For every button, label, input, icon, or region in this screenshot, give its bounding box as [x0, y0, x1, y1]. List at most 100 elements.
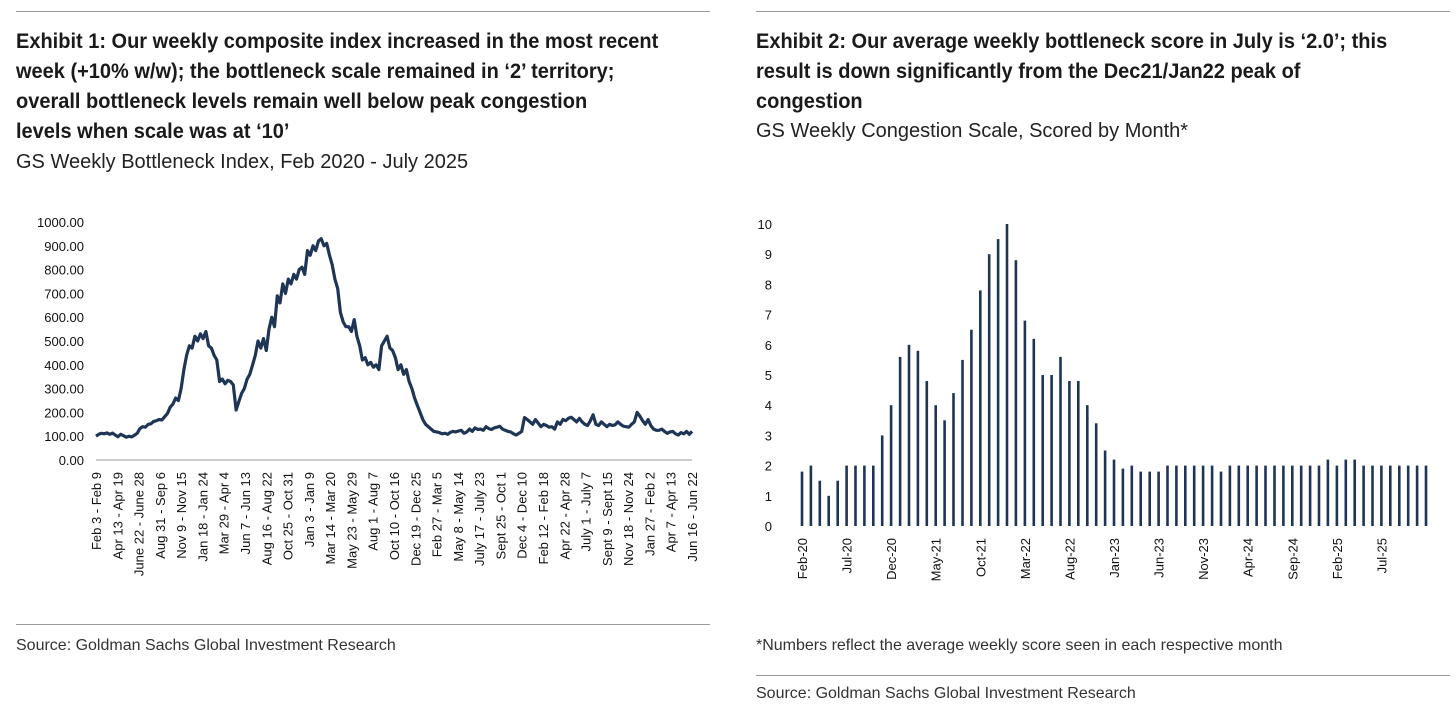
y-tick-label: 400.00: [44, 358, 84, 373]
x-tick-label: Jan 27 - Feb 2: [642, 472, 657, 556]
x-tick-label: Oct-21: [973, 538, 988, 577]
x-tick-label: Aug 31 - Sep 6: [153, 472, 168, 559]
congestion-bar: [943, 420, 946, 526]
x-tick-label: Sept 9 - Sept 15: [600, 472, 615, 566]
y-tick-label: 6: [765, 338, 772, 353]
x-tick-label: Jun 7 - Jun 13: [238, 472, 253, 554]
x-tick-label: Feb 3 - Feb 9: [89, 472, 104, 550]
congestion-bar: [1406, 465, 1410, 526]
exhibit1-title-line: Exhibit 1: Our weekly composite index in…: [16, 29, 659, 53]
exhibit2-footnote: *Numbers reflect the average weekly scor…: [756, 637, 1283, 654]
congestion-bar: [1228, 465, 1232, 526]
y-tick-label: 3: [765, 428, 772, 443]
x-tick-label: May 8 - May 14: [451, 472, 466, 562]
x-tick-label: Jul-25: [1374, 538, 1389, 573]
y-tick-label: 10: [758, 217, 772, 232]
congestion-bar: [979, 290, 982, 526]
x-tick-label: Mar 29 - Apr 4: [217, 472, 232, 554]
congestion-bar: [1219, 471, 1223, 526]
congestion-bar: [845, 465, 848, 526]
x-tick-label: Aug 16 - Aug 22: [259, 472, 274, 565]
x-tick-label: June 22 - June 28: [132, 472, 147, 576]
x-tick-label: July 17 - July 23: [472, 472, 487, 566]
x-tick-label: Jun 16 - Jun 22: [685, 472, 700, 562]
congestion-bar: [1175, 465, 1178, 526]
y-tick-label: 800.00: [44, 263, 84, 278]
bottom-rule: [756, 675, 1450, 676]
congestion-bar: [1335, 465, 1339, 526]
exhibit2-title: Exhibit 2: Our average weekly bottleneck…: [756, 26, 1407, 116]
exhibit1-title: Exhibit 1: Our weekly composite index in…: [16, 26, 667, 146]
congestion-bar: [1014, 260, 1018, 526]
x-tick-label: May 23 - May 29: [344, 472, 359, 569]
congestion-bar: [1424, 465, 1428, 526]
y-tick-label: 2: [765, 459, 772, 474]
index-line: [95, 237, 694, 439]
congestion-bar: [1077, 381, 1080, 526]
congestion-bar: [916, 350, 920, 526]
exhibit2-subtitle: GS Weekly Congestion Scale, Scored by Mo…: [756, 120, 1189, 142]
congestion-bar: [1032, 338, 1036, 526]
congestion-bar: [898, 356, 902, 526]
congestion-bar: [1264, 465, 1267, 526]
x-tick-label: Oct 10 - Oct 16: [387, 472, 402, 560]
congestion-bar: [952, 393, 955, 526]
x-tick-label: Aug-22: [1062, 538, 1077, 580]
x-tick-label: Jan-23: [1107, 538, 1122, 578]
congestion-bar: [961, 359, 964, 526]
congestion-bar: [818, 480, 822, 526]
congestion-scale-bar-chart: 0 1 2 3 4 5 6 7 8 9 10 Feb-20 Jul-20 Dec-20 May-21 Oct-…: [758, 217, 1428, 581]
congestion-bar: [1059, 356, 1062, 526]
congestion-bar: [1005, 224, 1009, 526]
congestion-bar: [872, 465, 875, 526]
congestion-bar: [1086, 405, 1089, 526]
congestion-bar: [1023, 320, 1027, 526]
congestion-bar: [970, 329, 973, 526]
bottleneck-index-line-chart: 0.00 100.00 200.00 300.00 400.00 500.00 600.00…: [37, 215, 700, 576]
congestion-bar: [1255, 465, 1258, 526]
x-tick-label: Apr 7 - Apr 13: [664, 472, 679, 552]
x-tick-label: Dec 19 - Dec 25: [408, 472, 423, 566]
congestion-bar: [1184, 465, 1187, 526]
exhibit1-subtitle: GS Weekly Bottleneck Index, Feb 2020 - J…: [16, 151, 469, 173]
congestion-bar: [1050, 375, 1053, 526]
congestion-bar: [1103, 450, 1107, 526]
exhibit2-source: Source: Goldman Sachs Global Investment …: [756, 685, 1136, 702]
bottom-rule: [16, 624, 710, 625]
congestion-bar: [925, 381, 929, 526]
congestion-bar: [1273, 465, 1276, 526]
y-tick-label: 0.00: [59, 453, 84, 468]
congestion-bar: [827, 495, 830, 526]
exhibit2-title-line: result is down significantly from the De…: [756, 59, 1301, 83]
y-tick-label: 8: [765, 277, 772, 292]
x-tick-label: Nov-23: [1196, 538, 1211, 580]
exhibit2-title-line: congestion: [756, 89, 863, 113]
congestion-bar: [1282, 465, 1285, 526]
x-tick-label: May-21: [929, 538, 944, 581]
x-tick-label: Nov 9 - Nov 15: [174, 472, 189, 559]
congestion-bar: [1291, 465, 1294, 526]
exhibit2-title-line: Exhibit 2: Our average weekly bottleneck…: [756, 29, 1388, 53]
x-tick-label: Feb-25: [1330, 538, 1345, 579]
x-tick-label: Sep-24: [1285, 538, 1300, 580]
congestion-bar: [1246, 465, 1249, 526]
congestion-bar: [1415, 465, 1419, 526]
congestion-bar: [1166, 465, 1169, 526]
congestion-bar: [1353, 459, 1356, 526]
congestion-bar: [1380, 465, 1383, 526]
y-tick-label: 100.00: [44, 429, 84, 444]
congestion-bar: [1326, 459, 1330, 526]
exhibit1-title-line: overall bottleneck levels remain well be…: [16, 89, 588, 113]
congestion-bar: [1139, 471, 1142, 526]
y-tick-label: 9: [765, 247, 772, 262]
y-tick-label: 5: [765, 368, 772, 383]
x-tick-label: Jan 18 - Jan 24: [195, 472, 210, 562]
x-tick-label: Dec-20: [884, 538, 899, 580]
x-tick-label: Mar 14 - Mar 20: [323, 472, 338, 564]
congestion-bar: [880, 435, 884, 526]
congestion-bar: [1130, 465, 1134, 526]
exhibit1-source: Source: Goldman Sachs Global Investment …: [16, 637, 396, 654]
congestion-bar: [1157, 471, 1160, 526]
congestion-bar: [1398, 465, 1401, 526]
congestion-bar: [1344, 459, 1348, 526]
